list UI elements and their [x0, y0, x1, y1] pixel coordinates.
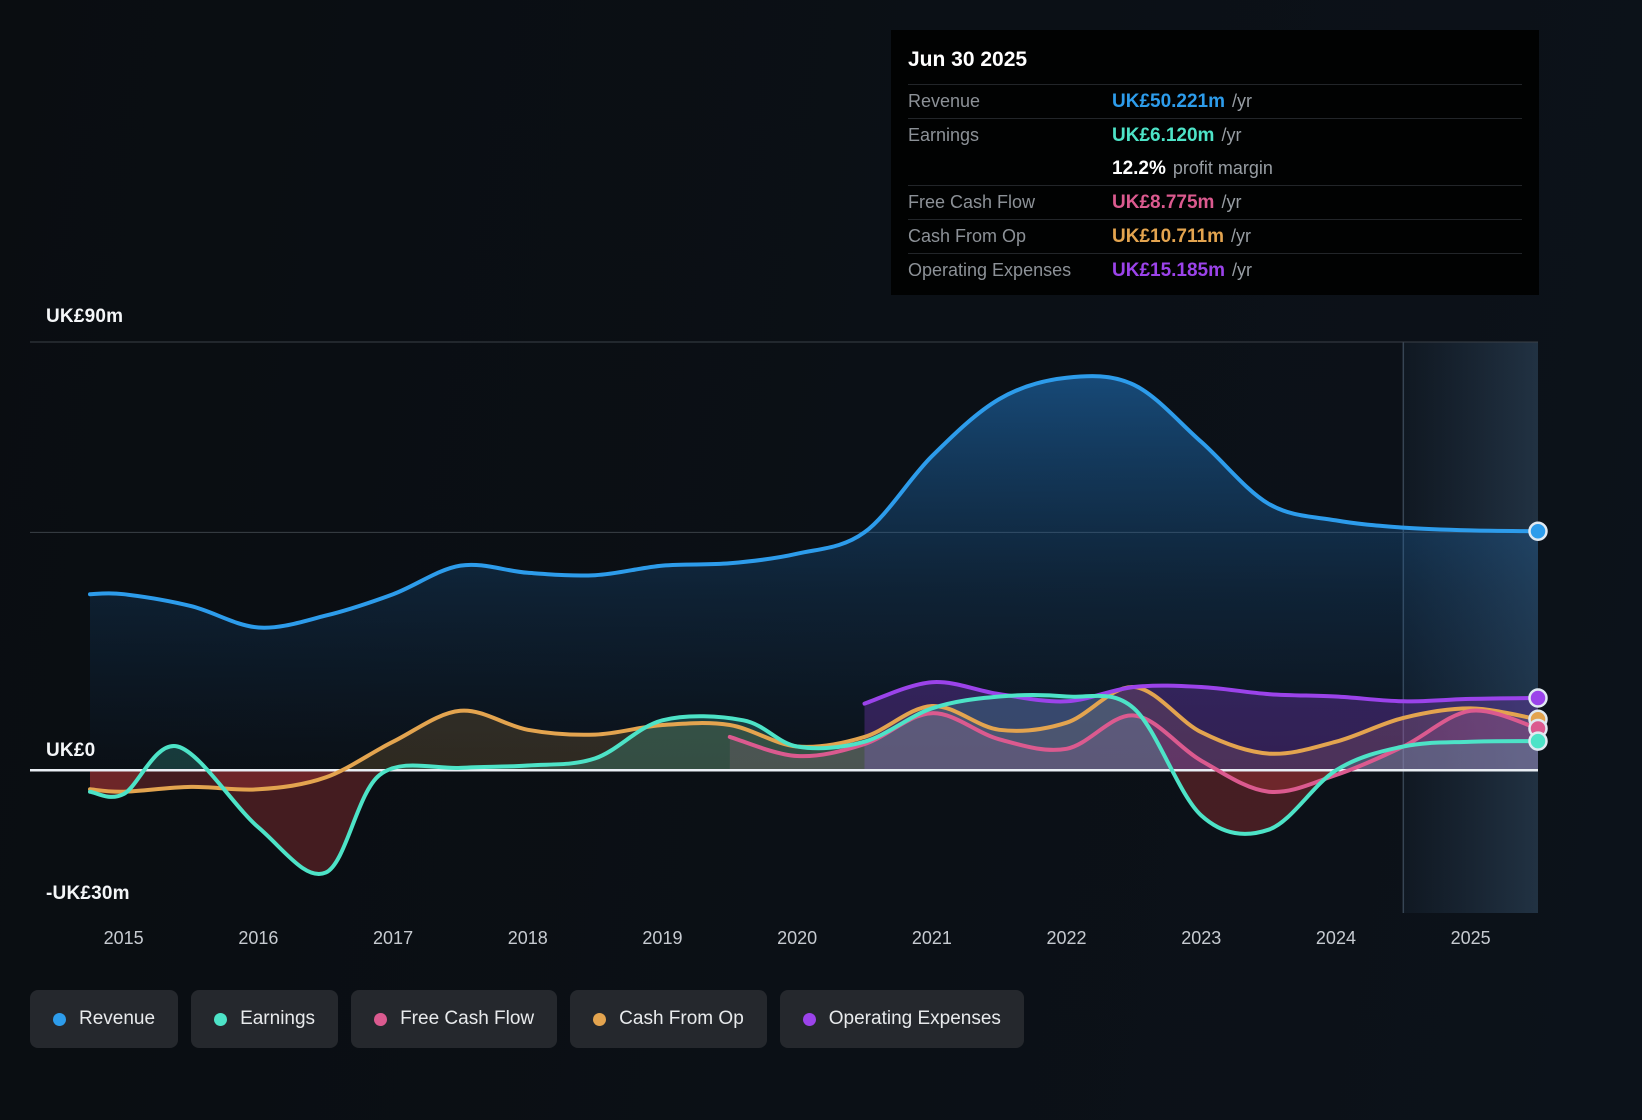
tooltip-card: Jun 30 2025 Revenue UK£50.221m/yr Earnings… [891, 30, 1539, 295]
legend-item-label: Earnings [240, 1008, 316, 1029]
legend: Revenue Earnings Free Cash Flow Cash From O… [30, 990, 1024, 1048]
legend-item-label: Free Cash Flow [400, 1008, 535, 1029]
tooltip-row-label: Earnings [908, 125, 980, 145]
x-tick-2025: 2025 [1450, 928, 1491, 948]
tooltip-row-suffix: /yr [1221, 192, 1242, 212]
tooltip-row-suffix: /yr [1232, 91, 1253, 111]
legend-item-label: Operating Expenses [828, 1008, 1001, 1029]
y-axis-label-top: UK£90m [46, 306, 124, 327]
legend-item-label: Revenue [79, 1008, 156, 1029]
free-cash-flow-area [729, 710, 1538, 771]
x-tick-2020: 2020 [777, 928, 818, 948]
revenue-area [90, 376, 1538, 771]
legend-item-label: Cash From Op [619, 1008, 744, 1029]
legend-free-cash-flow-dot-icon [374, 1012, 388, 1026]
operating-expenses-endpoint-dot[interactable] [1528, 688, 1548, 708]
legend-earnings-dot-icon [214, 1012, 228, 1026]
tooltip-row-free-cash-flow: Free Cash Flow UK£8.775m/yr [908, 185, 1522, 219]
earnings-area [144, 695, 1538, 771]
tooltip-rows: Revenue UK£50.221m/yr Earnings UK£6.120m/yr… [891, 84, 1539, 287]
x-tick-2017: 2017 [373, 928, 414, 948]
tooltip-date: Jun 30 2025 [908, 48, 1028, 71]
x-tick-2016: 2016 [238, 928, 279, 948]
tooltip-row-operating-expenses: Operating Expenses UK£15.185m/yr [908, 253, 1522, 287]
x-tick-2019: 2019 [642, 928, 683, 948]
legend-item-operating-expenses[interactable]: Operating Expenses [779, 990, 1024, 1048]
tooltip-row-value: UK£8.775m [1112, 191, 1215, 213]
x-tick-2024: 2024 [1315, 928, 1356, 948]
operating-expenses-line[interactable] [862, 680, 1540, 706]
earnings-endpoint-dot[interactable] [1528, 731, 1548, 751]
x-tick-2018: 2018 [507, 928, 548, 948]
revenue-line[interactable] [88, 374, 1540, 630]
tooltip-row-value: UK£10.711m [1112, 225, 1224, 247]
legend-cash-from-op-dot-icon [593, 1012, 607, 1026]
earnings-line[interactable] [88, 693, 1540, 877]
x-tick-2023: 2023 [1181, 928, 1222, 948]
earnings-negative-area [90, 770, 1538, 875]
legend-item-cash-from-op[interactable]: Cash From Op [570, 990, 767, 1048]
tooltip-row-value: 12.2% [1112, 157, 1166, 179]
tooltip-row-cash-from-op: Cash From Op UK£10.711m/yr [908, 219, 1522, 253]
tooltip-row-earnings: Earnings UK£6.120m/yr [908, 118, 1522, 152]
tooltip-row-revenue: Revenue UK£50.221m/yr [908, 84, 1522, 118]
x-tick-2015: 2015 [103, 928, 144, 948]
legend-operating-expenses-dot-icon [802, 1012, 816, 1026]
legend-item-earnings[interactable]: Earnings [191, 990, 339, 1048]
tooltip-row-value: UK£6.120m [1112, 124, 1215, 146]
tooltip-row-suffix: profit margin [1172, 158, 1273, 178]
tooltip-row-suffix: /yr [1232, 260, 1253, 280]
y-axis-label-bottom: -UK£30m [46, 883, 130, 904]
tooltip-row-value: UK£50.221m [1112, 90, 1226, 112]
tooltip-row-value: UK£15.185m [1112, 259, 1226, 281]
y-axis-label-zero: UK£0 [46, 740, 96, 761]
legend-item-free-cash-flow[interactable]: Free Cash Flow [351, 990, 558, 1048]
tooltip-row-label: Free Cash Flow [908, 192, 1036, 212]
tooltip-row-suffix: /yr [1221, 125, 1242, 145]
x-tick-2022: 2022 [1046, 928, 1087, 948]
x-tick-2021: 2021 [911, 928, 952, 948]
cash-from-op-negative-area [90, 770, 1538, 792]
legend-revenue-dot-icon [53, 1012, 66, 1026]
tooltip-row-label: Operating Expenses [908, 260, 1072, 280]
tooltip-row-label: Revenue [908, 91, 981, 111]
legend-item-revenue[interactable]: Revenue [30, 990, 179, 1048]
tooltip-row-suffix: /yr [1230, 226, 1251, 246]
tooltip-row-profit-margin: 12.2% profit margin [908, 152, 1522, 185]
tooltip-row-label: Cash From Op [908, 226, 1027, 246]
revenue-endpoint-dot[interactable] [1528, 521, 1548, 542]
